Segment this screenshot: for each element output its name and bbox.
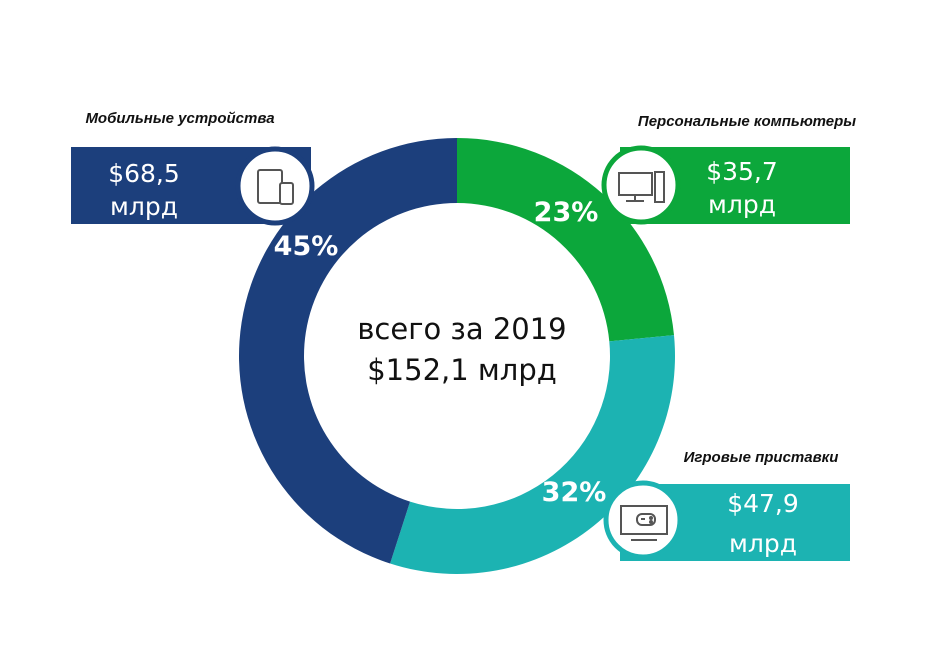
center-total-line2: $152,1 млрд <box>367 353 557 387</box>
arc-console <box>390 335 675 574</box>
pc-icon-circle <box>601 145 681 225</box>
percent-label-pc: 23% <box>534 197 599 228</box>
console-callout: $47,9 млрд Игровые приставки <box>603 449 850 561</box>
desktop-computer-icon <box>618 171 665 203</box>
console-value-line1: $47,9 <box>727 489 799 518</box>
mobile-value-line1: $68,5 <box>108 159 180 188</box>
center-total-line1: всего за 2019 <box>357 312 566 346</box>
pc-value-line1: $35,7 <box>706 157 778 186</box>
pc-category-label: Персональные компьютеры <box>638 113 856 130</box>
console-category-label: Игровые приставки <box>684 449 839 466</box>
arc-pc <box>457 138 674 342</box>
mobile-callout: $68,5 млрд Мобильные устройства <box>71 110 315 226</box>
mobile-category-label: Мобильные устройства <box>85 110 274 127</box>
percent-label-console: 32% <box>542 477 607 508</box>
pc-callout: $35,7 млрд Персональные компьютеры <box>601 113 856 225</box>
arc-mobile <box>239 138 457 564</box>
mobile-icon-circle <box>235 146 315 226</box>
pc-value-line2: млрд <box>708 190 776 219</box>
donut-arcs <box>239 138 675 574</box>
mobile-value-line2: млрд <box>110 192 178 221</box>
percent-label-mobile: 45% <box>274 231 339 262</box>
tablet-phone-icon <box>257 169 294 205</box>
console-value-line2: млрд <box>729 529 797 558</box>
game-console-tv-icon <box>620 505 668 541</box>
